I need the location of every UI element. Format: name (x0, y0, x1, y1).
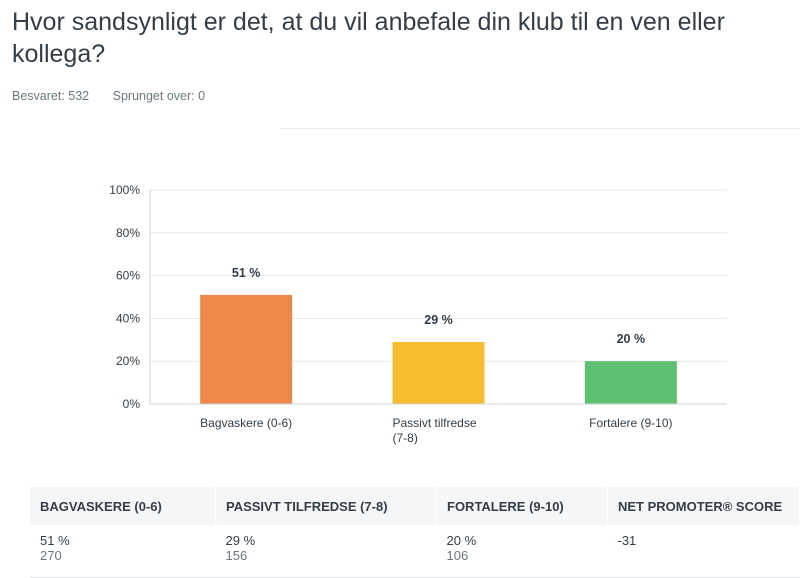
skipped-count: Sprunget over: 0 (112, 89, 206, 103)
x-tick-label: Bagvaskere (0-6) (200, 416, 292, 430)
cell-passives: 29 % 156 (215, 525, 437, 578)
x-tick-label: Fortalere (9-10) (589, 416, 672, 430)
detractors-percent: 51 % (40, 533, 70, 548)
detractors-count: 270 (40, 548, 62, 563)
cell-detractors: 51 % 270 (30, 525, 216, 578)
y-tick-label: 100% (109, 183, 140, 197)
promoters-count: 106 (446, 548, 469, 563)
y-tick-label: 0% (123, 397, 141, 411)
bar-3 (584, 361, 677, 404)
y-tick-label: 20% (116, 354, 140, 368)
header-nps: NET PROMOTER® SCORE (607, 487, 800, 525)
divider (280, 128, 800, 129)
response-stats: Besvaret: 532 Sprunget over: 0 (12, 89, 225, 103)
nps-summary-table: BAGVASKERE (0-6) PASSIVT TILFREDSE (7-8)… (30, 487, 800, 578)
data-label: 20 % (617, 332, 646, 346)
table-header-row: BAGVASKERE (0-6) PASSIVT TILFREDSE (7-8)… (30, 487, 800, 525)
question-title: Hvor sandsynligt er det, at du vil anbef… (12, 8, 725, 68)
x-tick-label: (7-8) (393, 431, 418, 445)
data-label: 51 % (232, 266, 261, 280)
passives-percent: 29 % (225, 533, 256, 548)
nps-score: -31 (617, 533, 637, 548)
header-detractors: BAGVASKERE (0-6) (30, 487, 216, 525)
cell-promoters: 20 % 106 (436, 525, 608, 578)
answered-count: Besvaret: 532 (12, 89, 90, 103)
passives-count: 156 (225, 548, 248, 563)
header-promoters: FORTALERE (9-10) (436, 487, 608, 525)
y-tick-label: 40% (116, 311, 140, 325)
header-passives: PASSIVT TILFREDSE (7-8) (215, 487, 437, 525)
cell-nps: -31 (607, 525, 800, 578)
data-label: 29 % (424, 313, 453, 327)
bar-2 (392, 341, 485, 404)
promoters-percent: 20 % (446, 533, 477, 548)
nps-bar-chart: 0% 20% 40% 60% 80% 100% 51 % Bagvaskere (0-6) 29… (109, 183, 727, 445)
bar-1 (200, 294, 293, 404)
y-tick-label: 80% (116, 226, 140, 240)
x-tick-label: Passivt tilfredse (393, 416, 477, 430)
table-row: 51 % 270 29 % 156 20 % 106 -31 (30, 525, 800, 578)
y-tick-label: 60% (116, 269, 140, 283)
